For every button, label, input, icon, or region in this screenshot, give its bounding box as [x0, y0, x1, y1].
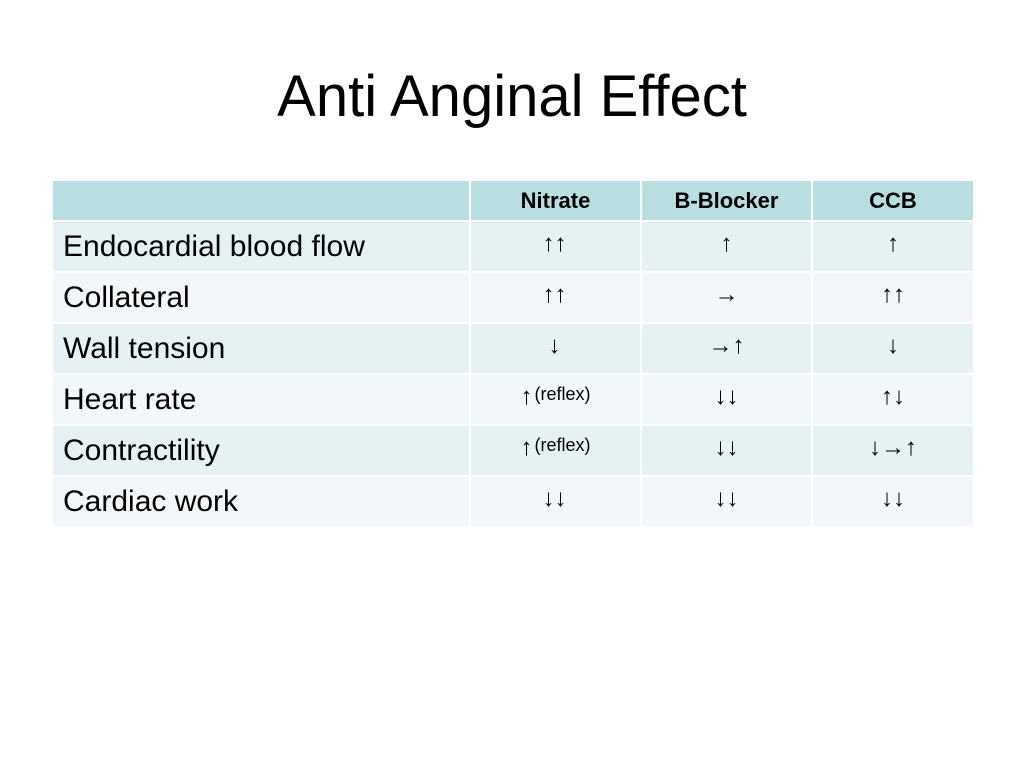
b-blocker-cell: ↑ [640, 220, 813, 273]
nitrate-cell: ↑ (reflex) [469, 424, 642, 477]
anti-anginal-effect-table: Nitrate B-Blocker CCB Endocardial blood … [51, 179, 975, 528]
b-blocker-cell: →↑ [640, 322, 813, 375]
ccb-cell: ↓↓ [811, 475, 975, 528]
nitrate-cell: ↓ [469, 322, 642, 375]
row-label: Cardiac work [51, 475, 471, 528]
b-blocker-cell: → [640, 271, 813, 324]
nitrate-effect: ↑↑ [542, 230, 567, 257]
nitrate-cell: ↑↑ [469, 271, 642, 324]
ccb-cell: ↑↓ [811, 373, 975, 426]
b-blocker-cell: ↓↓ [640, 424, 813, 477]
table-row: Wall tension ↓ →↑ ↓ [51, 322, 975, 375]
ccb-cell: ↑ [811, 220, 975, 273]
table-header-row: Nitrate B-Blocker CCB [51, 179, 975, 222]
slide-title: Anti Anginal Effect [277, 64, 747, 129]
nitrate-cell: ↑↑ [469, 220, 642, 273]
table-row: Collateral ↑↑ → ↑↑ [51, 271, 975, 324]
row-label: Endocardial blood flow [51, 220, 471, 273]
nitrate-note: (reflex) [534, 384, 591, 404]
table-row: Endocardial blood flow ↑↑ ↑ ↑ [51, 220, 975, 273]
nitrate-effect: ↓ [548, 332, 561, 359]
b-blocker-cell: ↓↓ [640, 373, 813, 426]
b-blocker-cell: ↓↓ [640, 475, 813, 528]
table-row: Contractility ↑ (reflex) ↓↓ ↓→↑ [51, 424, 975, 477]
ccb-cell: ↑↑ [811, 271, 975, 324]
nitrate-note: (reflex) [534, 435, 591, 455]
nitrate-cell: ↑ (reflex) [469, 373, 642, 426]
nitrate-effect: ↑ [520, 383, 533, 410]
table-row: Cardiac work ↓↓ ↓↓ ↓↓ [51, 475, 975, 528]
row-label: Collateral [51, 271, 471, 324]
nitrate-cell: ↓↓ [469, 475, 642, 528]
header-nitrate: Nitrate [469, 179, 642, 222]
nitrate-effect: ↑↑ [542, 281, 567, 308]
row-label: Contractility [51, 424, 471, 477]
nitrate-effect: ↑ [520, 434, 533, 461]
header-ccb: CCB [811, 179, 975, 222]
header-b-blocker: B-Blocker [640, 179, 813, 222]
header-empty-cell [51, 179, 471, 222]
ccb-cell: ↓→↑ [811, 424, 975, 477]
row-label: Wall tension [51, 322, 471, 375]
ccb-cell: ↓ [811, 322, 975, 375]
nitrate-effect: ↓↓ [542, 485, 567, 512]
row-label: Heart rate [51, 373, 471, 426]
table-row: Heart rate ↑ (reflex) ↓↓ ↑↓ [51, 373, 975, 426]
